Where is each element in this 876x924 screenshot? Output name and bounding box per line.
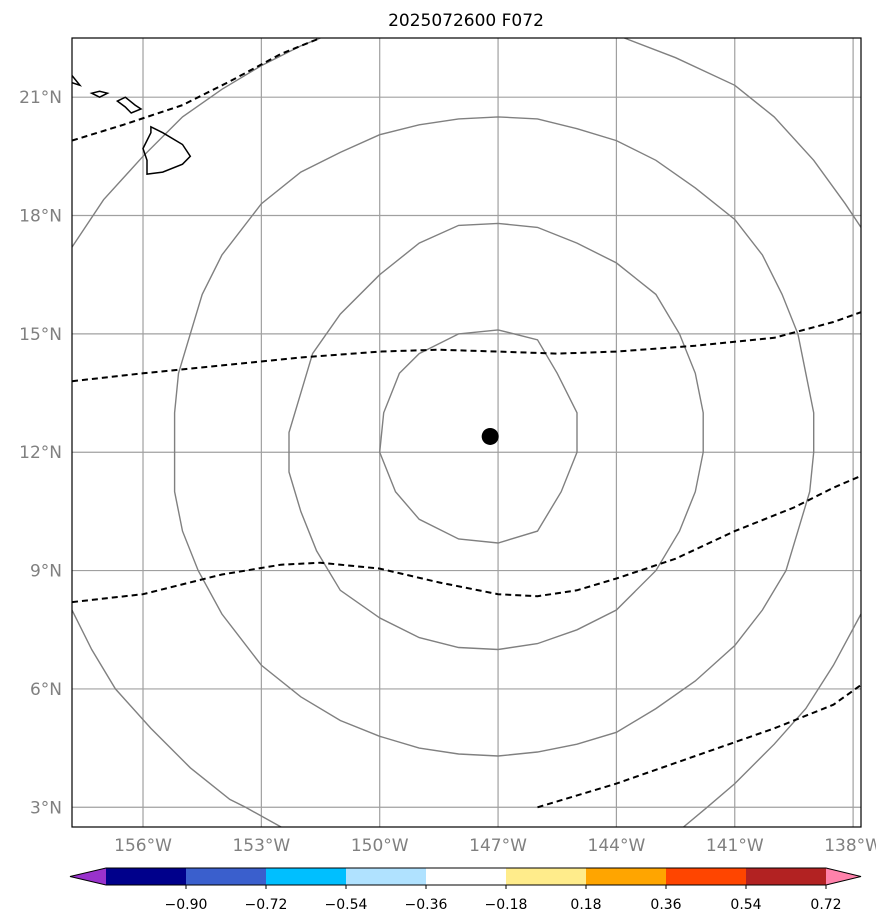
island-outline (115, 96, 143, 114)
colorbar-tick-label: 0.72 (810, 897, 841, 913)
lon-tick-label: 156°W (114, 836, 172, 856)
figure-title: 2025072600 F072 (388, 11, 544, 31)
dashed-contour (72, 311, 861, 383)
colorbar-max-extend (826, 868, 861, 885)
colorbar-tick-label: 0.36 (650, 897, 681, 913)
lat-tick-label: 21°N (19, 88, 62, 108)
graticule (72, 38, 861, 827)
colorbar-tick-label: −0.90 (165, 897, 208, 913)
colorbar-bin (106, 868, 187, 885)
colorbar-tick-label: −0.72 (245, 897, 288, 913)
colorbar-bin (746, 868, 827, 885)
dashed-contour (72, 38, 321, 142)
colorbar-tick-label: −0.36 (405, 897, 448, 913)
range-ring (378, 329, 578, 544)
range-rings (72, 38, 861, 827)
center-marker-group (481, 427, 499, 445)
map-frame (71, 37, 862, 828)
map-plot-area (71, 37, 862, 828)
range-ring (173, 116, 815, 757)
longitude-labels: 156°W 153°W 150°W 147°W 144°W 141°W 138°W (114, 836, 876, 856)
lon-tick-label: 147°W (469, 836, 527, 856)
lat-tick-label: 9°N (30, 562, 62, 582)
colorbar-outline (69, 867, 862, 886)
range-ring (683, 613, 861, 827)
colorbar: −0.90 −0.72 −0.54 −0.36 −0.18 0.18 0.36 0.54 0.7… (69, 867, 862, 913)
island-outline (72, 74, 83, 87)
lon-tick-label: 144°W (588, 836, 646, 856)
lon-tick-label: 150°W (351, 836, 409, 856)
colorbar-tick-label: 0.54 (730, 897, 761, 913)
latitude-labels: 3°N 6°N 9°N 12°N 15°N 18°N 21°N (19, 88, 62, 818)
range-ring (72, 609, 282, 827)
colorbar-bin (666, 868, 747, 885)
colorbar-tick-label: 0.18 (570, 897, 601, 913)
lat-tick-label: 3°N (30, 798, 62, 818)
range-ring (624, 38, 861, 228)
lon-tick-label: 138°W (824, 836, 876, 856)
colorbar-tick-label: −0.54 (325, 897, 368, 913)
colorbar-tick-label: −0.18 (485, 897, 528, 913)
island-outline (89, 90, 110, 99)
colorbar-min-extend (70, 868, 106, 885)
hawaii-coastline (72, 74, 192, 175)
island-outline (142, 125, 192, 175)
lat-tick-label: 15°N (19, 325, 62, 345)
dashed-contour (72, 474, 861, 604)
center-marker (481, 427, 499, 445)
colorbar-bin (186, 868, 267, 885)
lat-tick-label: 12°N (19, 443, 62, 463)
colorbar-bin (586, 868, 667, 885)
map-background (72, 38, 861, 827)
colorbar-bin (266, 868, 347, 885)
range-ring (288, 222, 704, 651)
lat-tick-label: 6°N (30, 680, 62, 700)
colorbar-bin (506, 868, 587, 885)
colorbar-bin (426, 868, 507, 885)
lon-tick-label: 141°W (706, 836, 764, 856)
dashed-contours (72, 38, 861, 809)
colorbar-bin (346, 868, 427, 885)
lon-tick-label: 153°W (232, 836, 290, 856)
lat-tick-label: 18°N (19, 207, 62, 227)
